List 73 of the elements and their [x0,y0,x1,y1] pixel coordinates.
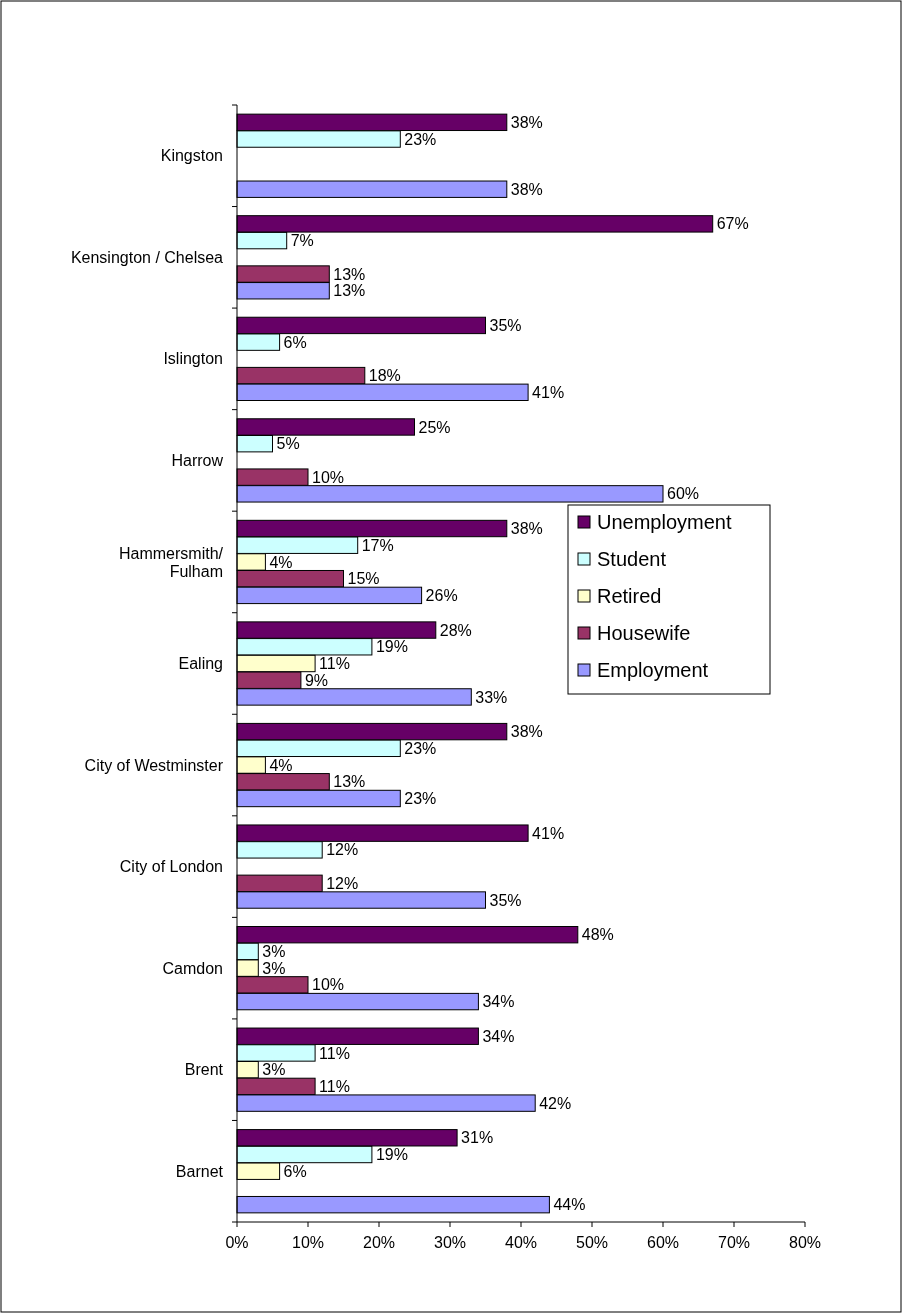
y-tick-label: Kensington / Chelsea [70,248,224,266]
y-tick-label: Brent [184,1061,224,1079]
x-tick-label: 40% [504,1234,538,1251]
data-label: 4% [269,553,293,571]
data-label: 41% [532,824,565,842]
y-tick-label: Islington [163,350,223,368]
data-label: 7% [290,232,314,250]
data-label: 26% [425,587,458,604]
data-label: 31% [461,1129,494,1147]
legend-label: Housewife [597,622,691,644]
data-label: 44% [553,1196,586,1214]
data-label: 5% [276,435,300,453]
data-label: 6% [283,333,307,351]
data-label: 3% [262,959,286,977]
data-label: 38% [510,113,543,131]
data-label: 48% [581,926,614,944]
legend-label: Student [597,548,667,570]
data-label: 10% [312,976,345,994]
y-tick-label: Barnet [175,1162,224,1180]
data-label: 60% [667,485,700,503]
data-label: 35% [489,891,522,909]
data-label: 11% [319,1078,350,1095]
y-tick-label: Kingston [160,147,223,165]
data-label: 23% [404,130,437,148]
x-tick-label: 70% [717,1234,751,1251]
x-tick-label: 30% [433,1234,467,1251]
data-label: 3% [262,1061,286,1079]
data-label: 34% [482,993,515,1011]
data-label: 13% [333,773,366,791]
x-tick-label: 0% [225,1234,249,1251]
data-label: 15% [347,570,380,588]
data-label: 4% [269,756,293,774]
data-label: 33% [475,688,508,706]
data-label: 13% [333,282,366,300]
data-label: 38% [510,723,543,741]
data-label: 13% [333,265,366,283]
x-tick-label: 60% [646,1234,680,1251]
data-label: 34% [482,1027,515,1045]
data-label: 10% [312,468,345,486]
y-tick-label: Hammersmith/ Fulham [118,544,224,580]
data-label: 11% [319,1044,350,1062]
data-label: 23% [404,739,437,757]
legend-label: Unemployment [597,511,732,533]
data-label: 6% [283,1162,307,1180]
x-tick-label: 80% [788,1234,822,1251]
x-tick-label: 20% [362,1234,396,1251]
data-label: 41% [532,383,565,401]
legend-label: Retired [597,585,662,607]
data-label: 3% [262,943,286,961]
data-label: 12% [326,874,359,892]
y-tick-label: Harrow [171,452,224,470]
x-tick-label: 10% [291,1234,325,1251]
data-label: 28% [439,621,472,639]
data-label: 38% [510,180,543,198]
data-label: 42% [539,1094,572,1112]
y-tick-label: Camdon [162,959,223,977]
data-label: 23% [404,790,437,808]
data-label: 19% [375,638,408,656]
data-label: 67% [716,215,749,233]
data-label: 17% [361,536,394,554]
data-label: 9% [304,671,329,689]
data-label: 18% [368,367,401,385]
data-label: 12% [326,841,359,859]
legend-label: Employment [597,659,709,681]
y-tick-label: City of Westminster [84,756,224,774]
data-label: 35% [489,317,522,335]
y-tick-label: City of London [119,858,223,876]
x-tick-label: 50% [575,1234,609,1251]
y-tick-label: Ealing [178,655,223,673]
data-label: 38% [510,520,543,538]
data-label: 11% [319,655,350,673]
data-label: 19% [375,1146,408,1164]
data-label: 25% [418,418,451,436]
